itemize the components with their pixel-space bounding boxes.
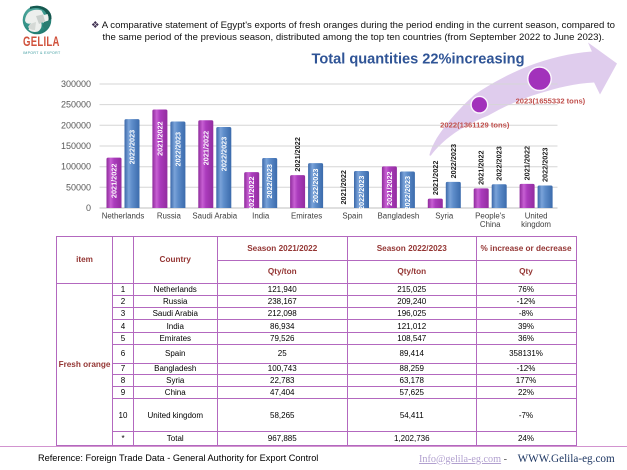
svg-text:2021/2022: 2021/2022 (247, 176, 256, 211)
svg-text:2022(1361129 tons): 2022(1361129 tons) (440, 120, 510, 129)
svg-text:2022/2023: 2022/2023 (265, 164, 274, 199)
svg-text:50000: 50000 (66, 182, 91, 192)
svg-text:Total quantities 22%increasing: Total quantities 22%increasing (311, 52, 524, 68)
svg-text:300000: 300000 (61, 79, 91, 89)
svg-text:2021/2022: 2021/2022 (293, 137, 302, 172)
svg-text:2022/2023: 2022/2023 (403, 176, 412, 211)
svg-text:200000: 200000 (61, 120, 91, 130)
svg-text:2022/2023: 2022/2023 (219, 137, 228, 172)
svg-text:Emirates: Emirates (291, 212, 322, 221)
svg-text:2021/2022: 2021/2022 (339, 170, 348, 205)
svg-text:India: India (252, 212, 270, 221)
svg-text:2022/2023: 2022/2023 (311, 169, 320, 204)
svg-text:100000: 100000 (61, 162, 91, 172)
svg-text:2022/2023: 2022/2023 (449, 144, 458, 179)
svg-text:250000: 250000 (61, 100, 91, 110)
svg-text:2021/2022: 2021/2022 (110, 164, 119, 199)
svg-text:2023(1655332 tons): 2023(1655332 tons) (516, 96, 586, 105)
svg-text:Russia: Russia (157, 212, 182, 221)
svg-text:2021/2022: 2021/2022 (431, 161, 440, 196)
svg-text:150000: 150000 (61, 141, 91, 151)
svg-text:Bangladesh: Bangladesh (378, 212, 420, 221)
svg-text:2021/2022: 2021/2022 (385, 171, 394, 206)
svg-text:2021/2022: 2021/2022 (201, 131, 210, 166)
svg-text:Syria: Syria (435, 212, 454, 221)
svg-text:2022/2023: 2022/2023 (357, 176, 366, 211)
svg-text:2021/2022: 2021/2022 (155, 121, 164, 155)
svg-text:2021/2022: 2021/2022 (523, 146, 532, 181)
svg-text:2022/2023: 2022/2023 (173, 132, 182, 167)
svg-text:0: 0 (86, 203, 91, 213)
svg-text:Saudi Arabia: Saudi Arabia (192, 212, 237, 221)
svg-text:Spain: Spain (342, 212, 362, 221)
svg-text:2022/2023: 2022/2023 (495, 146, 504, 181)
svg-text:2022/2023: 2022/2023 (541, 148, 550, 183)
svg-text:2022/2023: 2022/2023 (128, 130, 137, 165)
svg-text:Netherlands: Netherlands (102, 212, 145, 221)
svg-text:2021/2022: 2021/2022 (477, 150, 486, 185)
